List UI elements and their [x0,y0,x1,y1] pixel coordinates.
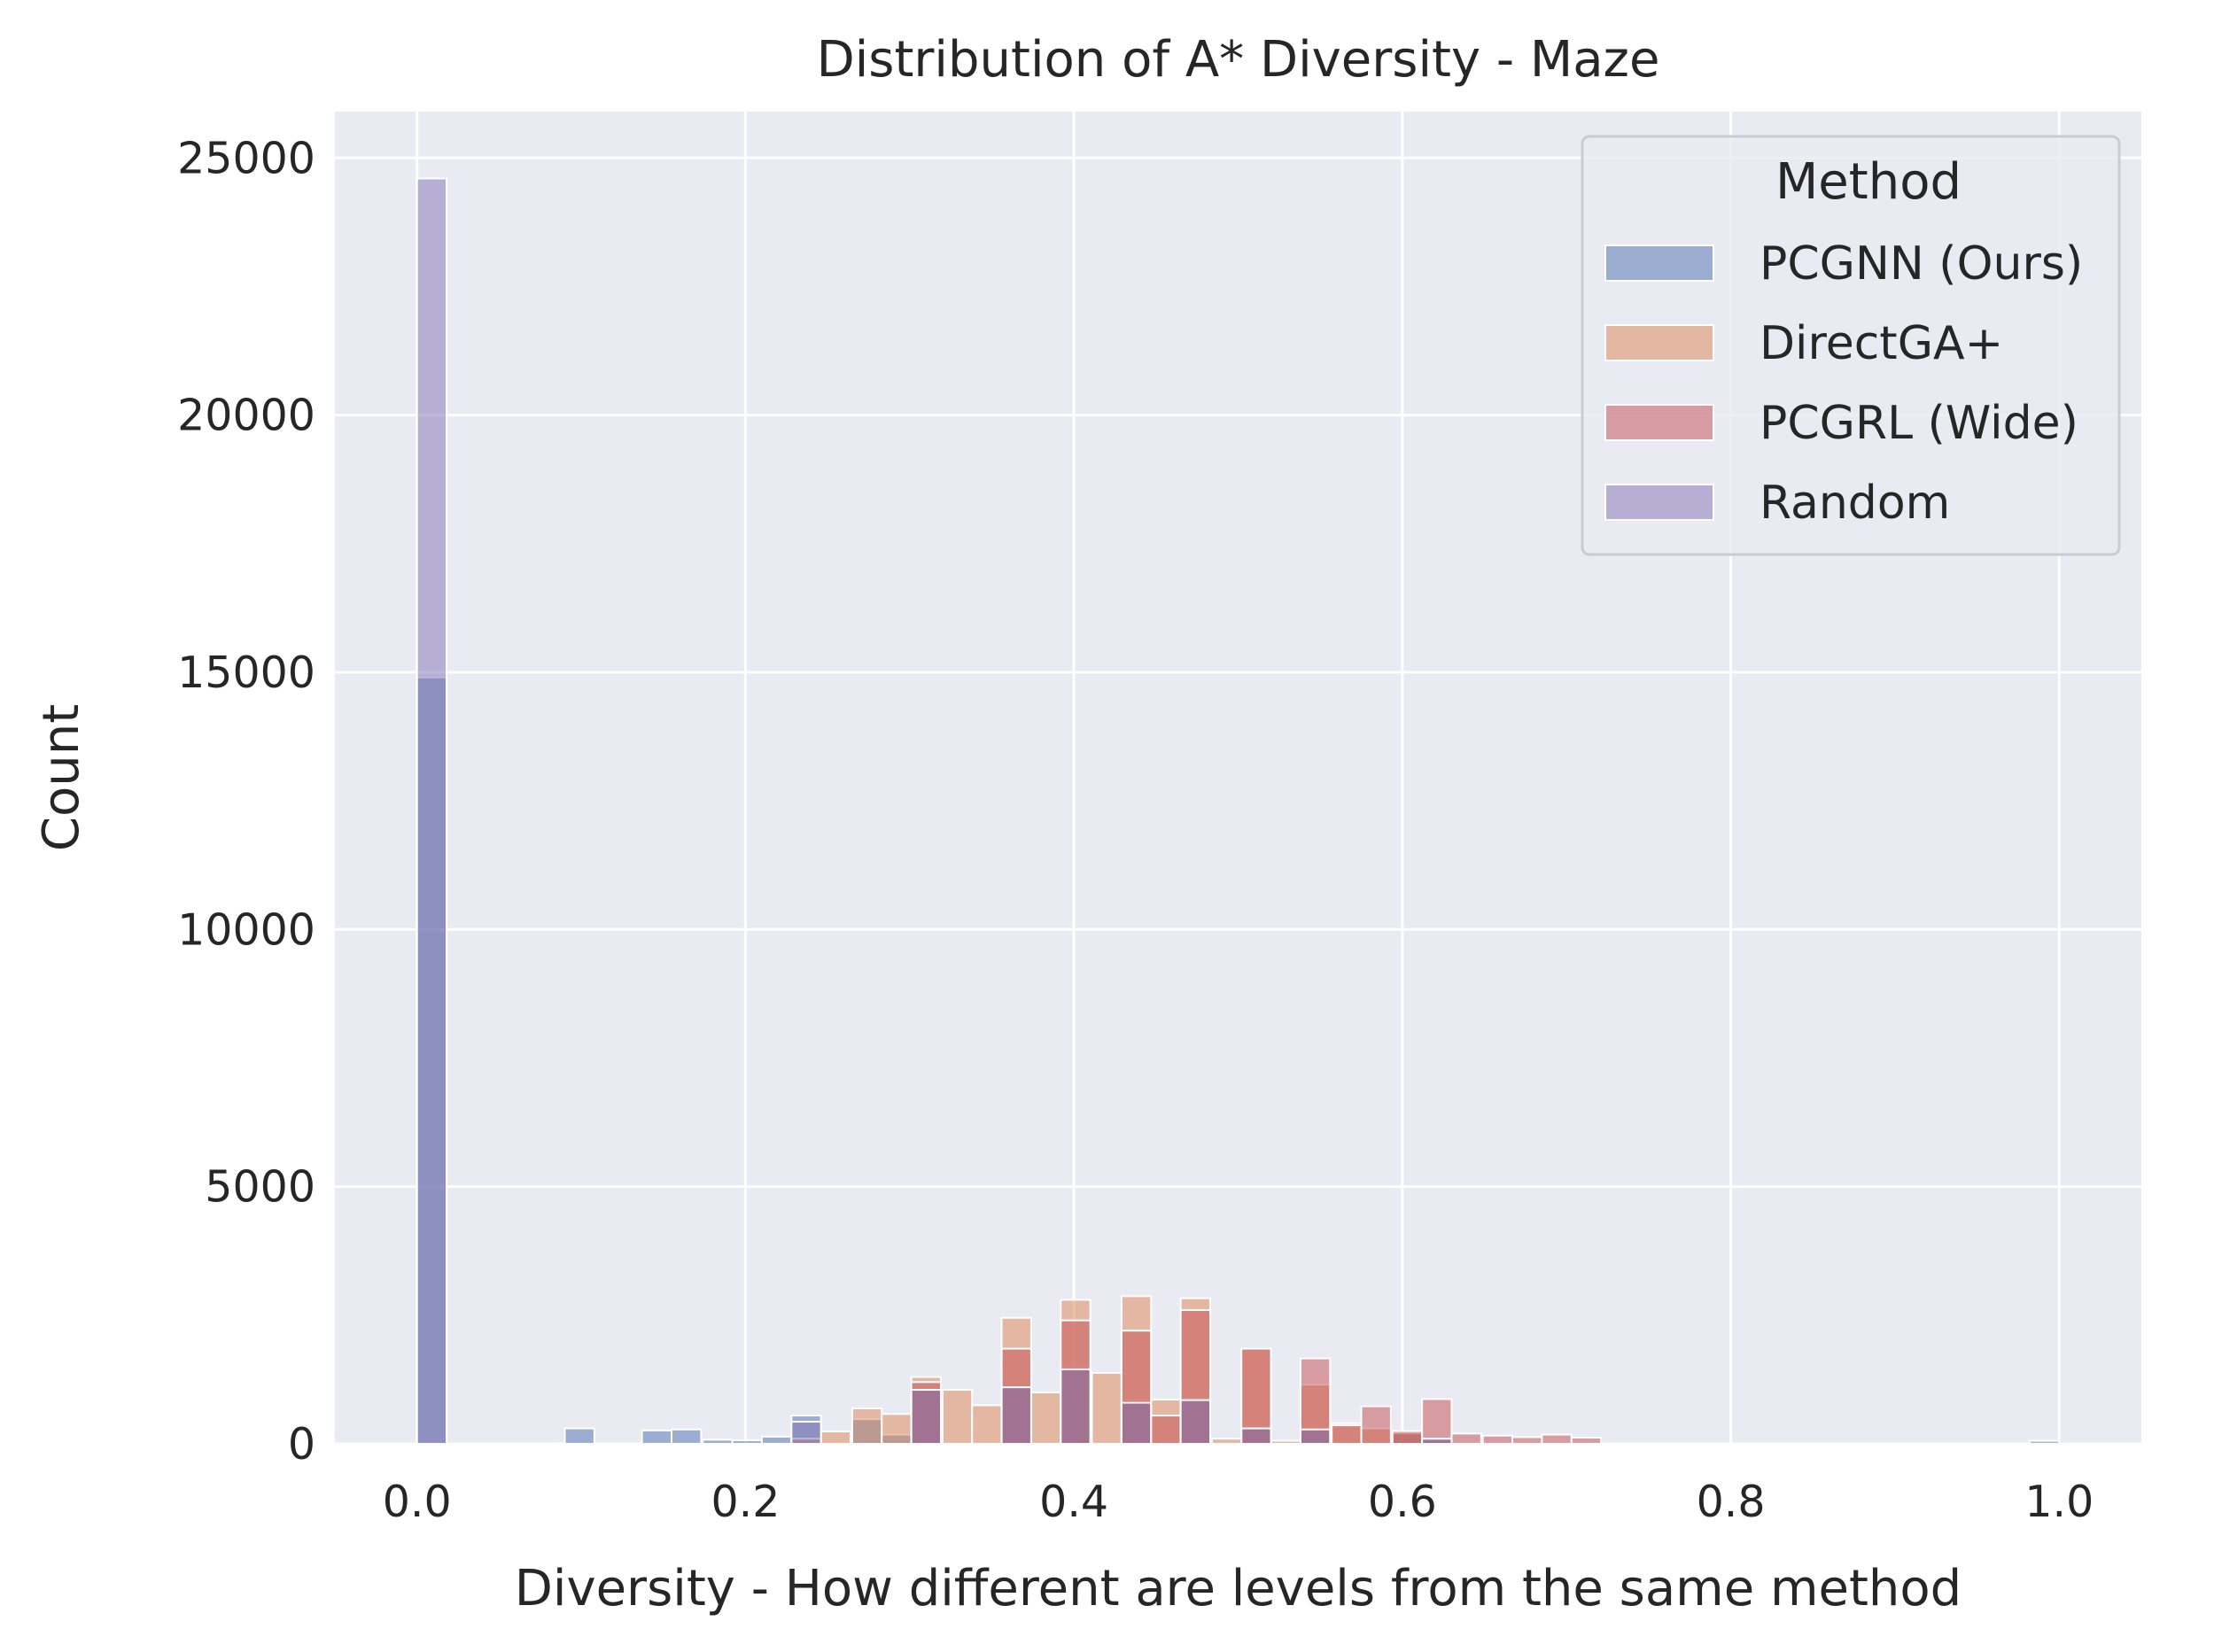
y-tick-label: 20000 [177,391,315,441]
histogram-bar [1541,1433,1573,1445]
x-tick-label: 0.4 [1039,1477,1108,1527]
histogram-bar [1060,1368,1091,1445]
histogram-bar [1120,1401,1153,1446]
histogram-bar [1150,1415,1182,1445]
histogram-bar [910,1389,942,1445]
y-tick-label: 25000 [177,133,315,183]
histogram-bar [731,1439,763,1446]
histogram-bar [1270,1439,1301,1446]
y-tick-label: 10000 [177,904,315,955]
legend-swatch [1604,244,1714,282]
y-tick-label: 0 [288,1419,315,1470]
legend-title: Method [1775,153,1962,211]
tick-labels: 0.0 0.2 0.4 0.6 0.8 1.0 0 5000 10000 15000 20000 25… [177,133,2094,1527]
histogram-bar [670,1428,703,1446]
histogram-bar [1570,1437,1603,1445]
legend-label: Random [1760,477,1950,530]
x-tick-label: 0.6 [1368,1477,1437,1527]
histogram-bar [851,1407,883,1445]
chart-title: Distribution of A* Diversity - Maze [817,31,1660,89]
histogram-bar [1000,1386,1032,1445]
histogram-bar [1331,1424,1363,1445]
x-tick-label: 0.0 [383,1477,452,1527]
histogram-bar [881,1413,913,1446]
histogram-bar [941,1389,974,1445]
histogram-bar [1210,1438,1243,1445]
histogram-bar [563,1427,595,1445]
legend-swatch [1604,404,1714,441]
y-tick-label: 15000 [177,648,315,698]
histogram-bar [820,1431,852,1446]
legend-label: PCGNN (Ours) [1760,237,2083,291]
histogram-bar [1029,1391,1062,1446]
bars [416,177,2061,1446]
legend-label: PCGRL (Wide) [1760,397,2078,450]
histogram-bar [1421,1438,1453,1445]
histogram-bar [760,1435,793,1445]
legend: Method PCGNN (Ours) DirectGA+ PCGRL (Wide)… [1581,135,2121,556]
histogram-bar [1240,1427,1272,1445]
histogram-bar [1450,1432,1482,1446]
histogram-bar [1481,1434,1514,1445]
x-tick-label: 0.2 [711,1477,780,1527]
legend-box [1581,135,2121,556]
histogram-bar [971,1404,1003,1445]
legend-label: DirectGA+ [1760,317,2003,370]
histogram-bar [1511,1436,1543,1445]
histogram-bar [1421,1398,1453,1445]
histogram-bar [1360,1405,1392,1445]
legend-swatch [1604,324,1714,361]
histogram-bar [641,1429,672,1446]
series-3 [416,177,2061,1446]
histogram-bar [1091,1371,1123,1446]
legend-entries: PCGNN (Ours) DirectGA+ PCGRL (Wide) Random [1604,237,2083,530]
x-axis-title: Diversity - How different are levels fro… [515,1560,1962,1617]
y-tick-label: 5000 [205,1162,315,1213]
histogram-bar [2028,1439,2061,1446]
legend-swatch [1604,484,1714,521]
histogram-bar [1179,1399,1211,1445]
x-tick-label: 1.0 [2024,1477,2094,1527]
histogram-bar [790,1421,822,1446]
histogram-bar [702,1439,734,1446]
histogram-bar [1391,1430,1424,1446]
y-axis-title: Count [33,704,90,851]
histogram-bar [1299,1428,1332,1446]
x-tick-label: 0.8 [1697,1477,1766,1527]
histogram-bar [416,177,448,1445]
